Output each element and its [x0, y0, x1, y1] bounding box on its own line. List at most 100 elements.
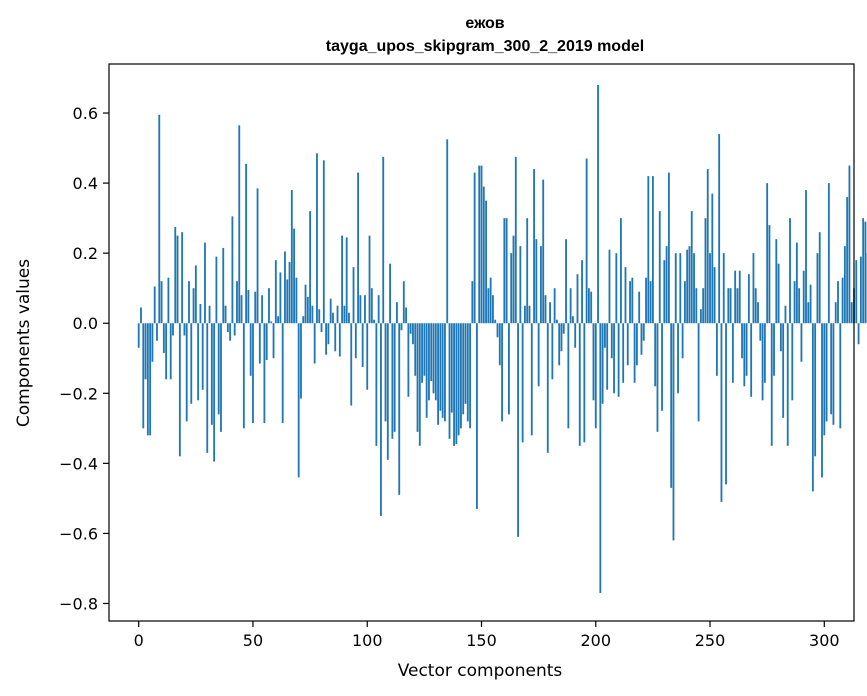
bar	[485, 200, 487, 324]
bar	[380, 323, 382, 516]
bar	[489, 277, 492, 324]
bar	[393, 323, 396, 432]
bars-group	[137, 85, 867, 593]
bar	[629, 281, 631, 324]
bar	[448, 323, 451, 439]
bar	[441, 323, 444, 418]
bar	[505, 218, 508, 324]
bar	[789, 218, 791, 324]
bar	[587, 288, 590, 324]
bar	[635, 323, 638, 366]
bar	[288, 261, 291, 324]
bar	[348, 312, 350, 324]
bar	[702, 288, 705, 324]
bar	[556, 319, 558, 324]
bar	[638, 291, 641, 324]
bar	[633, 323, 636, 383]
bar	[270, 321, 273, 324]
bar	[754, 288, 757, 324]
bar	[480, 165, 483, 324]
bar	[697, 323, 700, 422]
bar	[738, 270, 741, 324]
bar	[576, 274, 579, 324]
bar	[624, 267, 627, 324]
bar	[142, 323, 145, 429]
bar	[661, 323, 663, 411]
bar	[242, 323, 245, 429]
bar	[247, 289, 250, 324]
bar	[217, 323, 220, 415]
bar	[583, 323, 586, 443]
bar	[809, 284, 812, 324]
bar	[663, 260, 666, 324]
bar	[729, 288, 732, 324]
bar	[811, 323, 814, 492]
bar	[210, 323, 213, 425]
bar	[375, 323, 378, 446]
bar	[745, 323, 748, 376]
bar	[418, 323, 421, 446]
bar	[834, 302, 837, 324]
bar	[530, 323, 533, 436]
bar	[252, 323, 254, 424]
bar	[425, 323, 428, 418]
bar	[396, 302, 398, 324]
bar	[402, 281, 405, 324]
bar	[722, 253, 725, 324]
bar	[816, 253, 819, 324]
x-tick-label: 300	[809, 631, 840, 650]
bar	[752, 253, 755, 324]
bar	[377, 295, 380, 324]
bar	[569, 288, 572, 324]
bar	[585, 158, 588, 324]
bar	[487, 288, 490, 324]
bar	[631, 277, 634, 324]
bar	[791, 323, 794, 401]
bar	[578, 323, 581, 446]
bar	[713, 267, 716, 324]
bar	[469, 323, 471, 429]
bar	[274, 260, 277, 324]
bar	[770, 323, 773, 446]
bar	[672, 323, 675, 541]
bar	[562, 323, 565, 334]
bar	[386, 323, 389, 460]
bar	[206, 323, 209, 453]
bar	[798, 288, 801, 324]
bar	[350, 323, 353, 406]
bar	[254, 291, 257, 324]
bar	[149, 323, 152, 436]
bar	[476, 323, 478, 509]
bar	[574, 323, 577, 348]
bar	[601, 323, 604, 404]
x-tick-label: 200	[580, 631, 611, 650]
bar	[734, 270, 737, 324]
bar	[286, 279, 289, 324]
bar	[197, 323, 200, 401]
bar	[258, 323, 261, 364]
bar	[718, 134, 721, 324]
bar	[519, 246, 522, 324]
bar	[482, 186, 485, 324]
bar	[649, 281, 652, 324]
bar	[581, 260, 583, 324]
bar	[501, 323, 503, 422]
bar	[325, 323, 328, 355]
bar	[373, 319, 376, 324]
bar	[172, 323, 174, 336]
bar	[565, 239, 567, 324]
bar	[759, 323, 762, 341]
bar	[263, 323, 266, 424]
bar	[185, 323, 188, 422]
bar	[462, 323, 465, 415]
bar	[366, 323, 369, 390]
bar	[412, 323, 414, 345]
bar	[599, 323, 602, 593]
bar	[306, 296, 309, 324]
bar	[608, 249, 611, 324]
plot-frame	[108, 63, 855, 622]
bar	[233, 323, 236, 336]
bar	[334, 323, 337, 352]
bar	[503, 218, 506, 324]
bar	[725, 323, 727, 485]
